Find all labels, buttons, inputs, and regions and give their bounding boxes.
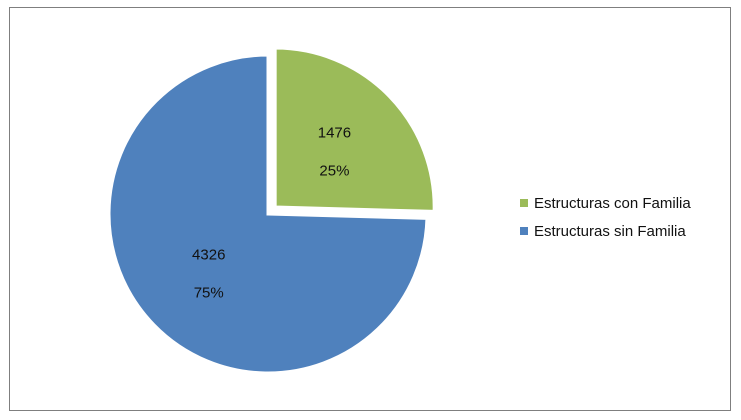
- pie-slice-sin-familia: [107, 53, 429, 375]
- pie-slice-con-familia: [273, 46, 436, 213]
- data-label-value-con-familia: 1476: [318, 124, 351, 141]
- pie-chart: 1476 25% 4326 75%: [107, 46, 436, 375]
- legend-item-con-familia: Estructuras con Familia: [520, 192, 691, 214]
- data-label-value-sin-familia: 4326: [192, 247, 225, 264]
- legend: Estructuras con Familia Estructuras sin …: [520, 192, 691, 248]
- data-label-percent-con-familia: 25%: [319, 162, 349, 179]
- legend-label-sin-familia: Estructuras sin Familia: [534, 222, 686, 240]
- legend-label-con-familia: Estructuras con Familia: [534, 194, 691, 212]
- data-label-percent-sin-familia: 75%: [194, 285, 224, 302]
- legend-swatch-sin-familia: [520, 227, 528, 235]
- legend-swatch-con-familia: [520, 199, 528, 207]
- legend-item-sin-familia: Estructuras sin Familia: [520, 220, 691, 242]
- chart-area: 1476 25% 4326 75% Estructuras con Familia E…: [9, 7, 731, 411]
